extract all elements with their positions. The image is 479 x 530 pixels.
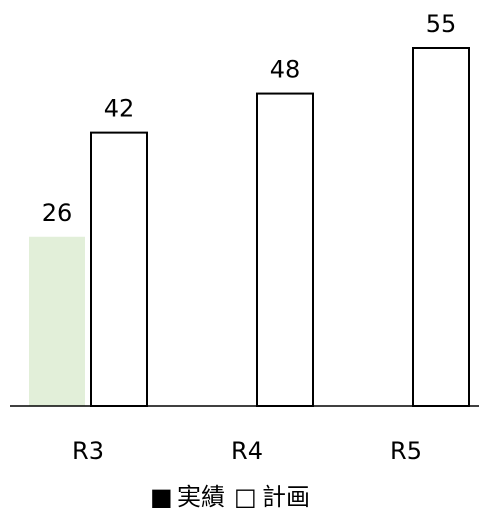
data-label-R3-計画: 42 [104,95,135,123]
data-label-R5-計画: 55 [426,10,457,38]
data-label-R3-実績: 26 [42,199,73,227]
bars-group [29,47,470,408]
x-tick-labels-group: R3 R4 R5 [72,437,422,465]
bar-R3-実績 [29,236,85,406]
bar-R5-計画 [412,47,470,407]
x-tick-label-R4: R4 [231,437,263,465]
bar-R4-計画 [256,92,314,408]
legend-marker-actual: ■ [150,483,173,511]
legend-label-actual: 実績 [177,483,225,511]
x-tick-label-R3: R3 [72,437,104,465]
value-labels-group: 26 42 48 55 [42,10,457,227]
legend: ■ 実績 □ 計画 [150,483,310,511]
legend-label-plan: 計画 [262,483,310,511]
x-tick-label-R5: R5 [390,437,422,465]
legend-marker-plan: □ [234,483,257,511]
data-label-R4-計画: 48 [270,56,301,84]
bar-R3-計画 [90,131,148,407]
